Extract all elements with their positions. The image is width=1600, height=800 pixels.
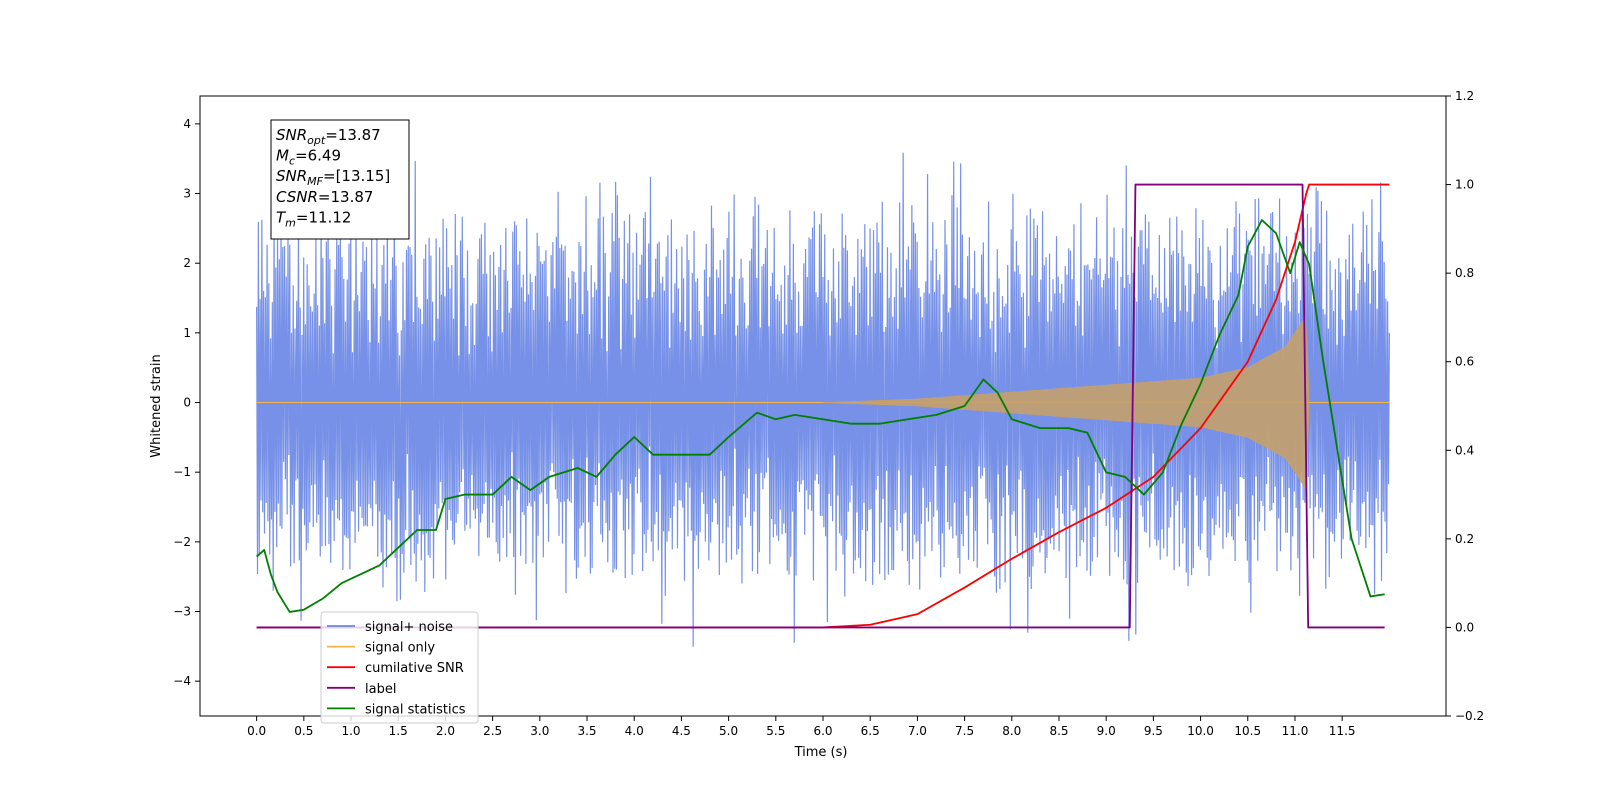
y-tick-label: −4 (173, 674, 191, 688)
x-tick-label: 3.0 (530, 724, 549, 738)
x-tick-label: 2.5 (483, 724, 502, 738)
y2-tick-label: 0.8 (1455, 266, 1474, 280)
x-tick-label: 0.0 (247, 724, 266, 738)
series-signal-noise (256, 152, 1390, 647)
annotation-line: SNRopt=13.87 (276, 126, 381, 147)
annotation-line: SNRMF=[13.15] (276, 167, 390, 188)
data-layer (256, 152, 1390, 647)
y2-tick-label: −0.2 (1455, 709, 1484, 723)
y-tick-label: 4 (183, 117, 191, 131)
legend-label: cumilative SNR (365, 661, 464, 676)
y-tick-label: −3 (173, 605, 191, 619)
x-tick-label: 2.0 (436, 724, 455, 738)
series-label (256, 183, 1385, 629)
x-tick-label: 11.0 (1282, 724, 1309, 738)
x-tick-label: 7.0 (908, 724, 927, 738)
x-tick-label: 1.5 (389, 724, 408, 738)
series-signal-only-envelope (822, 315, 1310, 490)
x-tick-label: 10.5 (1234, 724, 1261, 738)
legend-frame (320, 611, 479, 724)
x-tick-label: 3.5 (577, 724, 596, 738)
series-cumilative-snr (256, 183, 1390, 629)
y2-tick-label: 1.0 (1455, 178, 1474, 192)
legend: signal+ noise signal only cumilative SNR la… (320, 611, 479, 724)
x-tick-label: 6.0 (813, 724, 832, 738)
x-tick-label: 9.5 (1144, 724, 1163, 738)
annotation-line: CSNR=13.87 (276, 188, 373, 206)
x-tick-label: 4.5 (672, 724, 691, 738)
x-axis-label: Time (s) (794, 745, 848, 760)
y2-tick-label: 0.2 (1455, 532, 1474, 546)
x-tick-label: 0.5 (294, 724, 313, 738)
x-tick-label: 5.0 (719, 724, 738, 738)
y-tick-label: 3 (183, 187, 191, 201)
annotation-frame (270, 119, 410, 240)
y-tick-label: −1 (173, 465, 191, 479)
legend-label: signal+ noise (365, 620, 453, 635)
y-tick-label: 1 (183, 326, 191, 340)
x-tick-label: 9.0 (1097, 724, 1116, 738)
x-tick-label: 7.5 (955, 724, 974, 738)
annotation-line: Mc=6.49 (276, 147, 341, 168)
annotation-box: SNRopt=13.87Mc=6.49SNRMF=[13.15]CSNR=13.… (270, 119, 410, 240)
x-tick-label: 8.5 (1049, 724, 1068, 738)
legend-label: signal statistics (365, 702, 466, 717)
y2-tick-label: 0.4 (1455, 443, 1474, 457)
annotation-line: Tm=11.12 (276, 208, 351, 229)
y2-tick-label: 1.2 (1455, 89, 1474, 103)
x-tick-label: 1.0 (341, 724, 360, 738)
x-tick-label: 6.5 (861, 724, 880, 738)
y-tick-label: 2 (183, 256, 191, 270)
x-tick-label: 11.5 (1329, 724, 1356, 738)
series-signal-statistics (256, 219, 1385, 613)
y-axis-label: Whitened strain (149, 354, 164, 457)
x-tick-label: 5.5 (766, 724, 785, 738)
x-tick-label: 8.0 (1002, 724, 1021, 738)
y-tick-label: 0 (183, 396, 191, 410)
y2-tick-label: 0.0 (1455, 620, 1474, 634)
x-tick-label: 4.0 (625, 724, 644, 738)
axes-layer: 0.0 0.5 1.0 1.5 2.0 2.5 3.0 3.5 4.0 4.5 5.0 5.5 6.0 6… (173, 89, 1484, 738)
x-tick-label: 10.0 (1187, 724, 1214, 738)
y2-tick-label: 0.6 (1455, 355, 1474, 369)
y-tick-label: −2 (173, 535, 191, 549)
legend-label: label (365, 682, 396, 697)
legend-label: signal only (365, 641, 435, 656)
